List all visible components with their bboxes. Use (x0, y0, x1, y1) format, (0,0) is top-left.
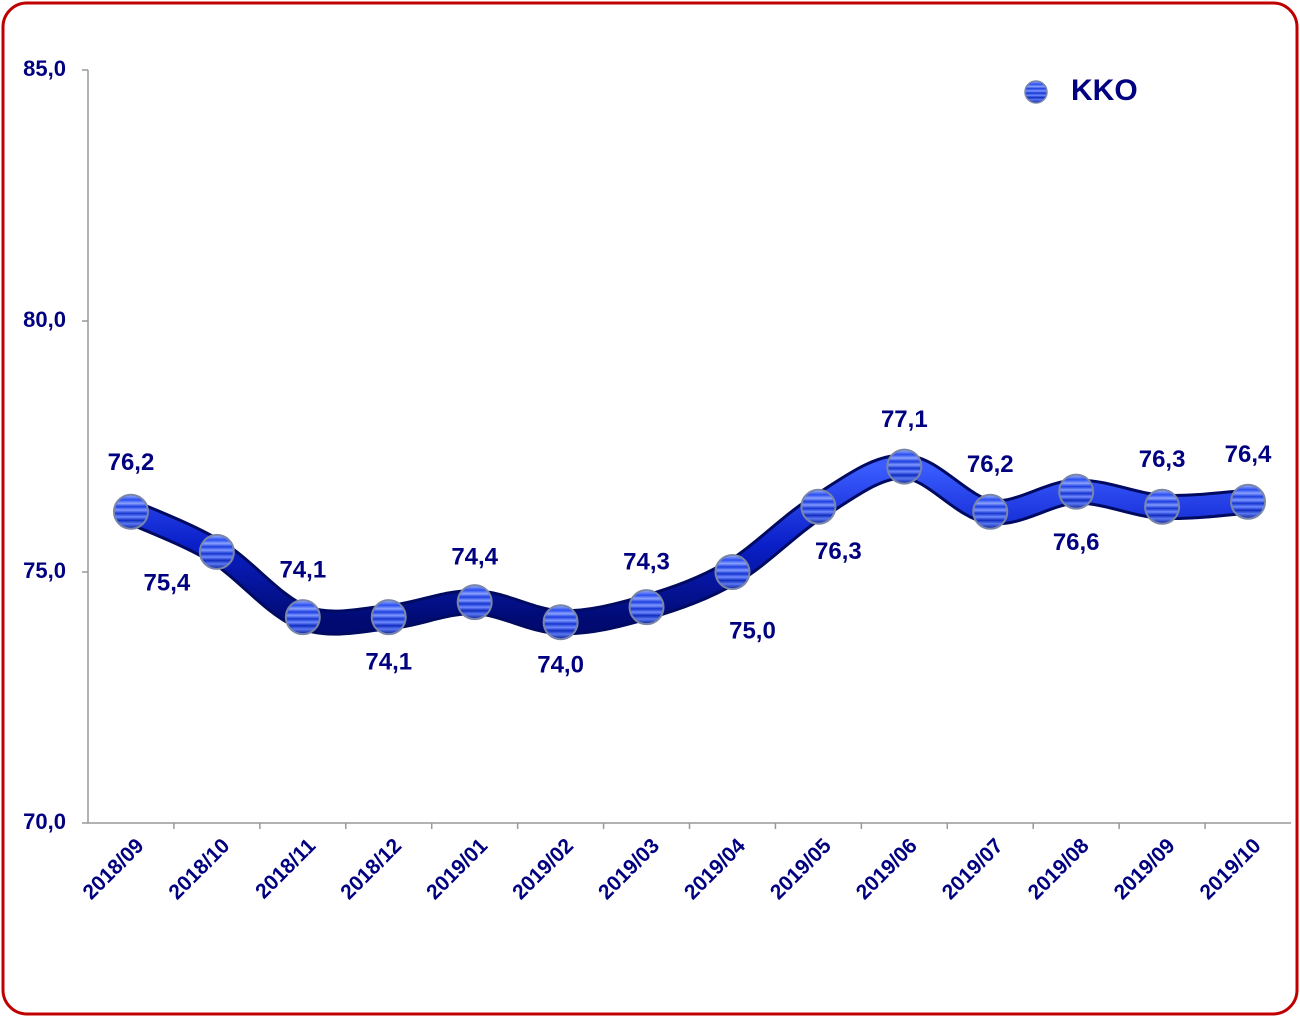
data-label: 76,4 (1225, 441, 1272, 468)
data-label: 74,4 (451, 543, 498, 570)
data-label: 74,0 (537, 652, 584, 679)
point-marker (284, 599, 321, 636)
point-marker (1144, 488, 1181, 525)
legend-marker (1024, 80, 1048, 104)
point-marker (456, 584, 493, 621)
point-marker (1230, 483, 1267, 520)
point-marker (542, 604, 579, 641)
data-label: 76,6 (1053, 529, 1100, 556)
y-tick-label: 80,0 (23, 307, 66, 332)
point-marker (370, 599, 407, 636)
point-marker (886, 448, 923, 485)
data-label: 74,3 (623, 548, 670, 575)
data-label: 76,3 (1139, 446, 1186, 473)
point-marker (112, 493, 149, 530)
point-marker (800, 488, 837, 525)
y-tick-label: 70,0 (23, 809, 66, 834)
data-label: 76,2 (967, 451, 1014, 478)
point-marker (972, 493, 1009, 530)
data-label: 74,1 (365, 649, 412, 676)
data-label: 75,0 (729, 617, 776, 644)
y-tick-label: 75,0 (23, 558, 66, 583)
data-label: 75,4 (144, 569, 191, 596)
data-label: 74,1 (279, 557, 326, 584)
data-label: 76,2 (108, 449, 155, 476)
point-marker (628, 589, 665, 626)
data-label: 77,1 (881, 406, 928, 433)
point-marker (714, 554, 751, 590)
data-label: 76,3 (815, 538, 862, 565)
point-marker (198, 533, 235, 570)
y-tick-label: 85,0 (23, 56, 66, 81)
point-marker (1058, 473, 1095, 510)
legend-label: KKO (1071, 74, 1138, 107)
